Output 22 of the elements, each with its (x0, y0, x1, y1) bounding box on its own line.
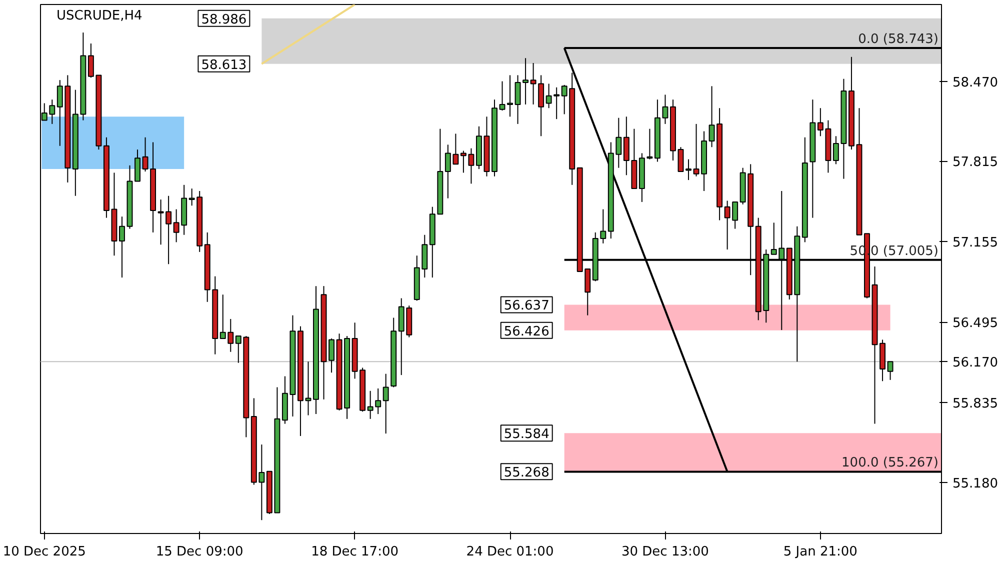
annotation: 58.613 (201, 58, 247, 73)
y-tick-label: 55.180 (952, 476, 998, 492)
annotation: 56.426 (504, 324, 550, 340)
ref-line-label: 100.0 (55.267) (842, 456, 939, 471)
y-tick-label: 58.470 (952, 75, 998, 90)
ref-line-label: 0.0 (58.743) (858, 32, 938, 48)
y-tick-label: 56.495 (952, 316, 998, 332)
y-tick-label: 55.835 (952, 396, 998, 412)
y-tick-label: 57.815 (952, 155, 998, 170)
x-tick-label: 10 Dec 2025 (2, 544, 86, 560)
x-tick-label: 18 Dec 17:00 (311, 544, 399, 560)
ref-line-label: 56.170 (952, 356, 998, 371)
x-tick-label: 24 Dec 01:00 (466, 544, 554, 560)
annotation: 58.986 (201, 12, 247, 28)
y-tick-label: 57.155 (952, 236, 998, 251)
x-tick-label: 5 Jan 21:00 (783, 544, 858, 560)
x-tick-label: 30 Dec 13:00 (622, 544, 709, 560)
x-tick-label: 15 Dec 09:00 (156, 544, 244, 560)
annotation: 56.637 (504, 298, 550, 314)
annotation: 55.268 (504, 466, 550, 481)
chart-title: USCRUDE,H4 (56, 8, 142, 24)
annotation: 55.584 (504, 427, 550, 442)
